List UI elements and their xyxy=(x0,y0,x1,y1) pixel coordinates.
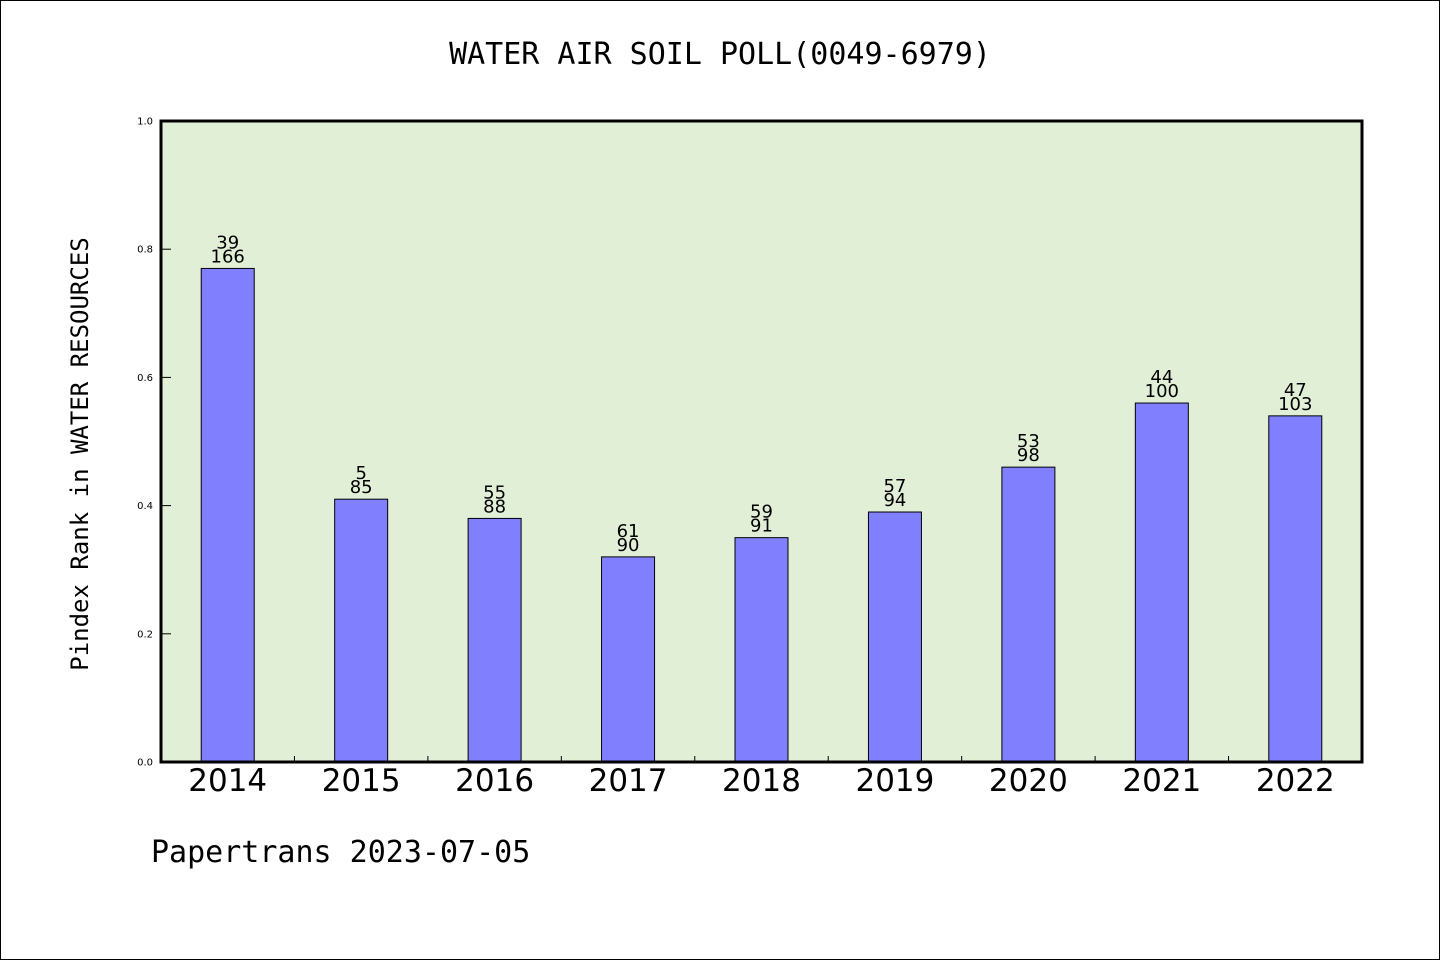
bar-label-bottom-2021: 100 xyxy=(1145,381,1179,402)
bar-label-top-2021: 44 xyxy=(1150,367,1173,388)
bar-2019 xyxy=(867,511,922,763)
bar-2018 xyxy=(734,537,789,763)
bar-2020 xyxy=(1001,466,1056,763)
bar-label-top-2014: 39 xyxy=(216,232,239,253)
bar-label-bottom-2018: 91 xyxy=(750,516,773,537)
y-tick-label: 0.8 xyxy=(137,245,153,256)
y-tick-label: 0.4 xyxy=(137,501,153,512)
bar-label-bottom-2015: 85 xyxy=(350,477,373,498)
bar-label-top-2016: 55 xyxy=(483,482,506,503)
x-tick-label-2017: 2017 xyxy=(589,763,668,799)
x-tick-label-2015: 2015 xyxy=(322,763,401,799)
bar-label-bottom-2020: 98 xyxy=(1017,445,1040,466)
y-tick-label: 0.6 xyxy=(137,373,153,384)
bar-2022 xyxy=(1268,415,1323,763)
x-tick-label-2014: 2014 xyxy=(188,763,267,799)
y-tick-label: 0.0 xyxy=(137,758,153,769)
plot-frame xyxy=(159,119,1364,764)
bar-label-bottom-2014: 166 xyxy=(211,246,245,267)
bar-2017 xyxy=(601,556,656,763)
bar-2016 xyxy=(467,517,522,763)
x-tick-label-2021: 2021 xyxy=(1122,763,1201,799)
x-tick-label-2018: 2018 xyxy=(722,763,801,799)
bar-label-top-2017: 61 xyxy=(617,521,640,542)
y-tick-label: 0.2 xyxy=(137,629,153,640)
bar-2015 xyxy=(334,498,389,763)
x-tick-label-2016: 2016 xyxy=(455,763,534,799)
x-tick-label-2020: 2020 xyxy=(989,763,1068,799)
y-tick-label: 1.0 xyxy=(137,117,153,128)
x-tick-label-2022: 2022 xyxy=(1256,763,1335,799)
bar-label-top-2019: 57 xyxy=(883,476,906,497)
bar-label-bottom-2016: 88 xyxy=(483,496,506,517)
footer-text: Papertrans 2023-07-05 xyxy=(151,835,531,870)
x-tick-label-2019: 2019 xyxy=(855,763,934,799)
chart-title: WATER AIR SOIL POLL(0049-6979) xyxy=(449,37,991,72)
bar-label-top-2015: 5 xyxy=(355,463,366,484)
bar-label-bottom-2022: 103 xyxy=(1278,394,1312,415)
bar-label-top-2018: 59 xyxy=(750,502,773,523)
bar-label-top-2022: 47 xyxy=(1284,380,1307,401)
bar-label-bottom-2017: 90 xyxy=(617,535,640,556)
bar-label-bottom-2019: 94 xyxy=(883,490,906,511)
bar-label-top-2020: 53 xyxy=(1017,431,1040,452)
bar-2021 xyxy=(1134,402,1189,763)
bar-2014 xyxy=(200,267,255,763)
